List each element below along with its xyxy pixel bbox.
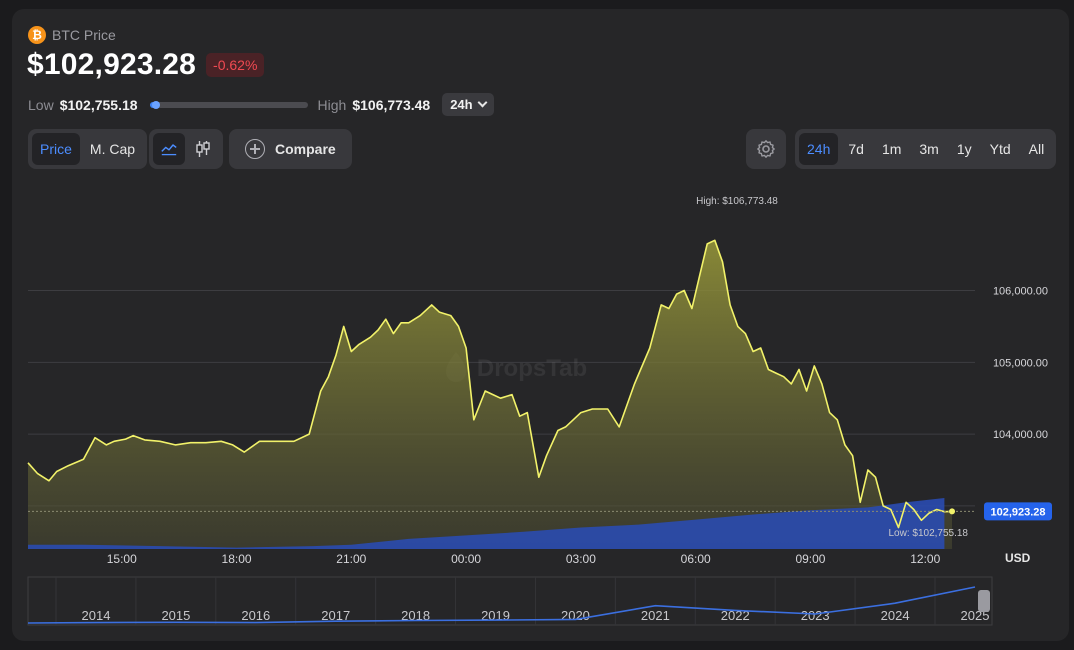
navigator-year-label: 2014 — [82, 608, 111, 623]
watermark: DropsTab — [477, 355, 587, 382]
currency-label: USD — [1005, 551, 1031, 565]
range-period-select[interactable]: 24h — [442, 93, 494, 116]
current-price-dot — [949, 508, 956, 515]
price-row: $102,923.28 -0.62% — [27, 48, 265, 82]
period-1y[interactable]: 1y — [956, 141, 972, 157]
low-annotation: Low: $102,755.18 — [888, 528, 968, 539]
y-tick-label: 105,000.00 — [993, 357, 1048, 369]
tab-price[interactable]: Price — [32, 133, 80, 165]
navigator-year-label: 2015 — [161, 608, 190, 623]
coin-label: BTC Price — [52, 27, 116, 43]
high-label: High — [317, 96, 347, 113]
compare-wrap: Compare — [229, 129, 352, 169]
navigator-year-label: 2021 — [641, 608, 670, 623]
range-knob — [151, 100, 160, 109]
chart-type-toggle — [149, 129, 223, 169]
x-tick-label: 21:00 — [336, 552, 366, 566]
y-tick-label: 104,000.00 — [993, 429, 1048, 441]
plus-circle-icon — [245, 139, 265, 159]
x-tick-label: 18:00 — [222, 552, 252, 566]
coin-header: ₿ BTC Price — [28, 26, 116, 44]
price-line — [27, 239, 953, 529]
line-chart-button[interactable] — [153, 133, 185, 165]
x-tick-label: 03:00 — [566, 552, 596, 566]
current-price-label: 102,923.28 — [990, 506, 1045, 518]
bitcoin-icon: ₿ — [28, 26, 46, 44]
navigator-year-label: 2016 — [241, 608, 270, 623]
settings-button[interactable] — [746, 129, 786, 169]
price-change-badge: -0.62% — [206, 53, 265, 77]
high-annotation: High: $106,773.48 — [696, 196, 778, 207]
compare-label: Compare — [275, 141, 336, 157]
period-1m[interactable]: 1m — [881, 141, 902, 157]
tab-market-cap[interactable]: M. Cap — [89, 141, 136, 157]
navigator-year-label: 2023 — [801, 608, 830, 623]
navigator-line — [27, 586, 976, 624]
navigator-handle — [978, 590, 990, 612]
navigator-year-label: 2020 — [561, 608, 590, 623]
low-label: Low — [28, 96, 54, 113]
metric-toggle: Price M. Cap — [28, 129, 148, 169]
price-area — [28, 240, 953, 550]
x-tick-label: 00:00 — [451, 552, 481, 566]
current-price-badge — [984, 502, 1052, 521]
x-tick-label: 09:00 — [795, 552, 825, 566]
period-7d[interactable]: 7d — [848, 141, 864, 157]
navigator-year-label: 2024 — [881, 608, 910, 623]
x-tick-label: 15:00 — [107, 552, 137, 566]
period-24h[interactable]: 24h — [799, 133, 839, 165]
y-tick-label: 106,000.00 — [993, 286, 1048, 298]
range-period-label: 24h — [450, 97, 473, 112]
period-3m[interactable]: 3m — [919, 141, 939, 157]
gear-icon — [757, 140, 775, 158]
navigator-year-label: 2018 — [401, 608, 430, 623]
x-tick-label: 12:00 — [910, 552, 940, 566]
range-bar — [149, 100, 308, 109]
compare-button[interactable]: Compare — [233, 133, 348, 165]
x-tick-label: 06:00 — [681, 552, 711, 566]
candlestick-button[interactable] — [187, 133, 219, 165]
candlestick-icon — [196, 141, 210, 157]
navigator-year-label: 2017 — [321, 608, 350, 623]
line-chart-icon — [161, 144, 177, 156]
range-row: Low $102,755.18 High $106,773.48 24h — [28, 93, 494, 116]
low-value: $102,755.18 — [59, 96, 138, 113]
period-all[interactable]: All — [1028, 141, 1045, 157]
current-price: $102,923.28 — [27, 48, 197, 81]
volume-area — [28, 498, 945, 549]
period-selector: 24h 7d 1m 3m 1y Ytd All — [795, 129, 1057, 169]
navigator-year-label: 2022 — [721, 608, 750, 623]
period-ytd[interactable]: Ytd — [989, 141, 1011, 157]
navigator-frame — [27, 576, 993, 626]
high-value: $106,773.48 — [352, 96, 431, 113]
